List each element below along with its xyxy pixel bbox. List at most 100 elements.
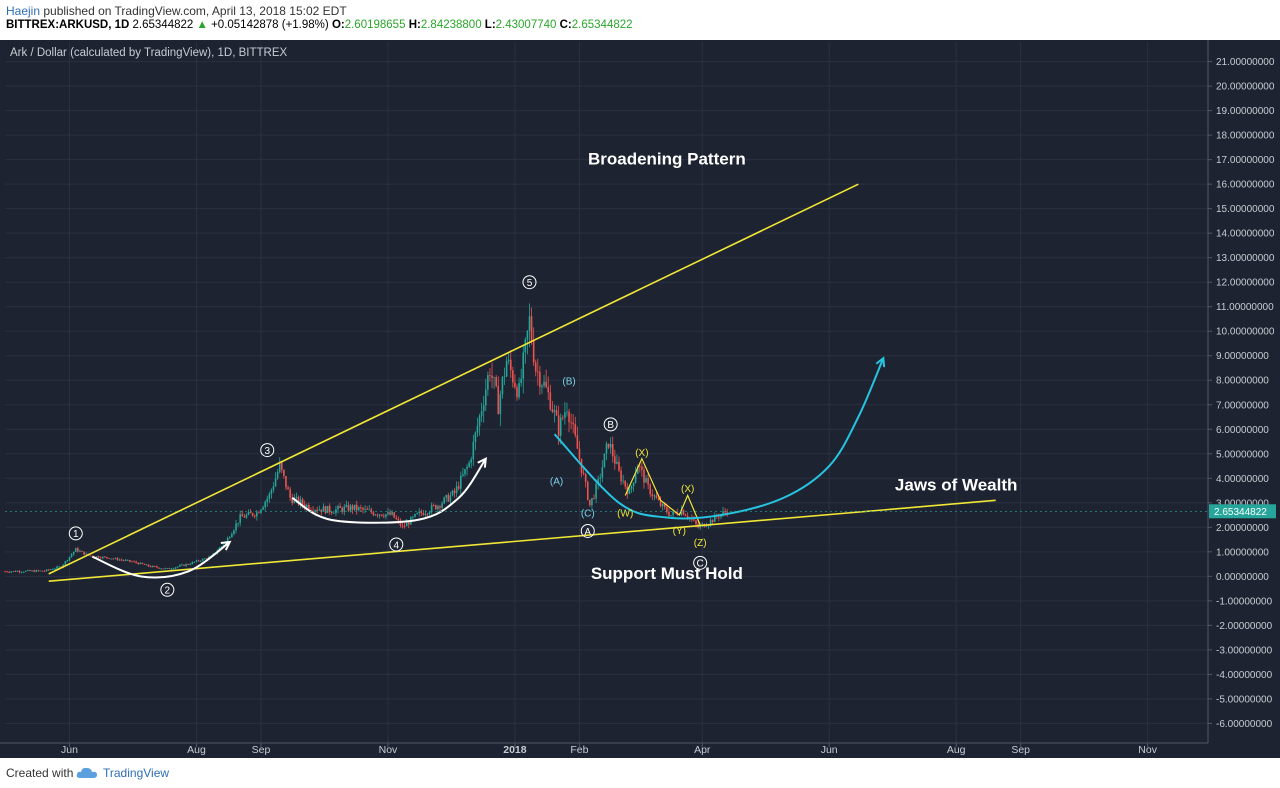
candle xyxy=(251,512,254,518)
annotation-labels: Broadening Pattern Jaws of Wealth Support … xyxy=(588,150,1017,583)
candle-body xyxy=(147,564,150,567)
candle-body xyxy=(651,494,654,497)
candle-body xyxy=(85,553,87,555)
candle-body xyxy=(18,571,21,573)
candle-body xyxy=(374,514,377,516)
candle-body xyxy=(611,444,614,457)
candle xyxy=(432,503,435,507)
wave-circle xyxy=(693,555,708,570)
y-tick-label: 16.00000000 xyxy=(1216,180,1275,191)
candle xyxy=(245,513,248,519)
y-tick-label: 2.00000000 xyxy=(1216,523,1269,534)
candle-body xyxy=(509,359,512,371)
candle xyxy=(576,426,579,449)
candle-body xyxy=(16,571,19,572)
candle-body xyxy=(91,555,94,557)
candle xyxy=(566,402,568,417)
grid-lines xyxy=(5,42,1208,743)
candle-body xyxy=(220,546,223,548)
price-chart[interactable]: 1 2 3 4 5 A B C (A) (B) (C) (W) (X) (Y) (X) (Z) Broaden… xyxy=(0,40,1280,758)
candle-body xyxy=(480,411,483,416)
candle xyxy=(428,510,431,516)
author-link[interactable]: Haejin xyxy=(6,4,41,18)
candle xyxy=(66,559,69,562)
candle xyxy=(389,509,391,516)
candle-body xyxy=(179,565,181,567)
candle xyxy=(630,485,633,493)
candle-body xyxy=(451,490,454,496)
candle xyxy=(266,495,269,507)
candle xyxy=(416,512,418,515)
candle-body xyxy=(333,512,335,514)
candle-body xyxy=(108,557,110,559)
candle xyxy=(653,494,656,501)
candle xyxy=(47,568,50,571)
candle-body xyxy=(487,375,489,390)
candle xyxy=(33,569,35,573)
candle-body xyxy=(104,556,106,558)
candle-body xyxy=(668,512,670,516)
candle xyxy=(274,472,277,487)
candle-body xyxy=(397,519,400,521)
upper-trendline xyxy=(48,183,859,575)
candle xyxy=(256,510,258,521)
y-axis[interactable]: 21.00000000 20.00000000 19.00000000 18.0000… xyxy=(1207,40,1280,758)
candle xyxy=(201,558,204,562)
candle-body xyxy=(713,515,716,522)
candle-body xyxy=(185,564,187,566)
candle-body xyxy=(497,385,500,415)
candle xyxy=(534,359,537,377)
candle xyxy=(79,549,81,552)
candle-body xyxy=(201,558,204,561)
candle xyxy=(143,563,146,565)
candle xyxy=(197,559,200,562)
y-tick-label: 20.00000000 xyxy=(1216,82,1275,93)
wave-circle xyxy=(522,275,537,290)
lower-trendline xyxy=(48,499,996,583)
candle-body xyxy=(526,330,529,340)
candle xyxy=(537,358,539,386)
candle-body xyxy=(501,377,504,395)
candle xyxy=(162,568,164,570)
candle-body xyxy=(403,525,406,527)
tradingview-brand[interactable]: TradingView xyxy=(103,766,170,780)
candle xyxy=(258,510,260,514)
y-tick-label: 1.00000000 xyxy=(1216,547,1269,558)
wave-label: (B) xyxy=(562,377,575,388)
candle xyxy=(97,555,100,559)
y-tick-label: -3.00000000 xyxy=(1216,645,1273,656)
x-tick-label: Sep xyxy=(252,744,271,756)
candle-body xyxy=(466,466,468,470)
candle-body xyxy=(418,511,420,513)
candle xyxy=(614,449,616,470)
candle-body xyxy=(582,472,585,475)
candle-body xyxy=(684,514,687,516)
y-tick-label: -6.00000000 xyxy=(1216,719,1273,730)
candle xyxy=(530,307,533,345)
candle-body xyxy=(435,505,437,510)
candle xyxy=(299,495,302,509)
candle xyxy=(445,494,448,502)
x-tick-label: Apr xyxy=(694,744,711,756)
x-axis[interactable]: Jun Aug Sep Nov 2018 Feb Apr Jun Aug Sep Nov xyxy=(0,742,1208,756)
candle xyxy=(174,567,177,570)
candle xyxy=(151,565,154,568)
y-tick-label: 6.00000000 xyxy=(1216,425,1269,436)
candle xyxy=(355,500,358,515)
candle-body xyxy=(347,504,350,511)
candle-body xyxy=(270,489,273,494)
candle-body xyxy=(25,570,27,572)
candle xyxy=(347,501,350,513)
candle xyxy=(104,555,106,558)
last-price-tag: 2.65344822 xyxy=(5,504,1276,519)
candle xyxy=(345,500,348,508)
candle xyxy=(35,569,38,573)
candle xyxy=(270,488,273,499)
candle xyxy=(120,558,123,562)
annotation-text: Broadening Pattern xyxy=(588,150,746,169)
candle-body xyxy=(343,506,346,512)
x-tick-label: Sep xyxy=(1011,744,1030,756)
candle xyxy=(183,564,185,567)
candle xyxy=(370,507,373,515)
candle xyxy=(226,536,229,542)
